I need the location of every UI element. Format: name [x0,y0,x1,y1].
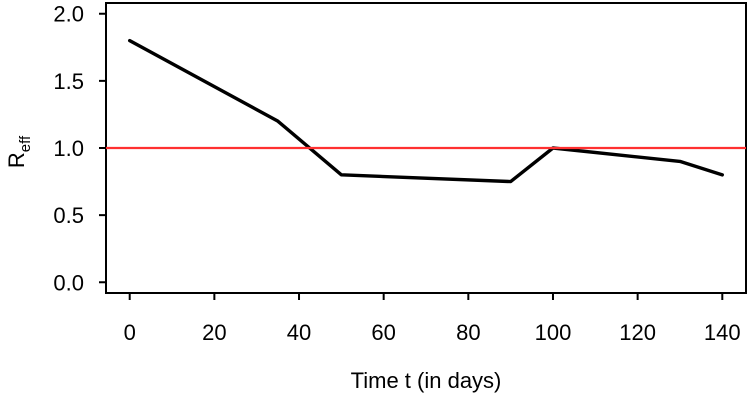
y-axis-tick-label: 0.5 [53,203,84,228]
x-axis-title: Time t (in days) [351,368,502,393]
x-axis-tick-label: 140 [704,320,741,345]
y-axis-tick-label: 1.5 [53,69,84,94]
x-axis-tick-label: 0 [124,320,136,345]
x-axis-tick-label: 120 [619,320,656,345]
x-axis-tick-label: 20 [202,320,226,345]
data-line-reff [128,38,724,184]
y-axis-title: Reff [4,135,34,168]
x-axis-tick-label: 40 [287,320,311,345]
x-axis-tick-label: 60 [371,320,395,345]
y-axis-tick-label: 0.0 [53,270,84,295]
y-axis-tick-label: 2.0 [53,2,84,27]
x-axis-tick-label: 80 [456,320,480,345]
x-axis-tick-label: 100 [535,320,572,345]
y-axis-tick-label: 1.0 [53,136,84,161]
